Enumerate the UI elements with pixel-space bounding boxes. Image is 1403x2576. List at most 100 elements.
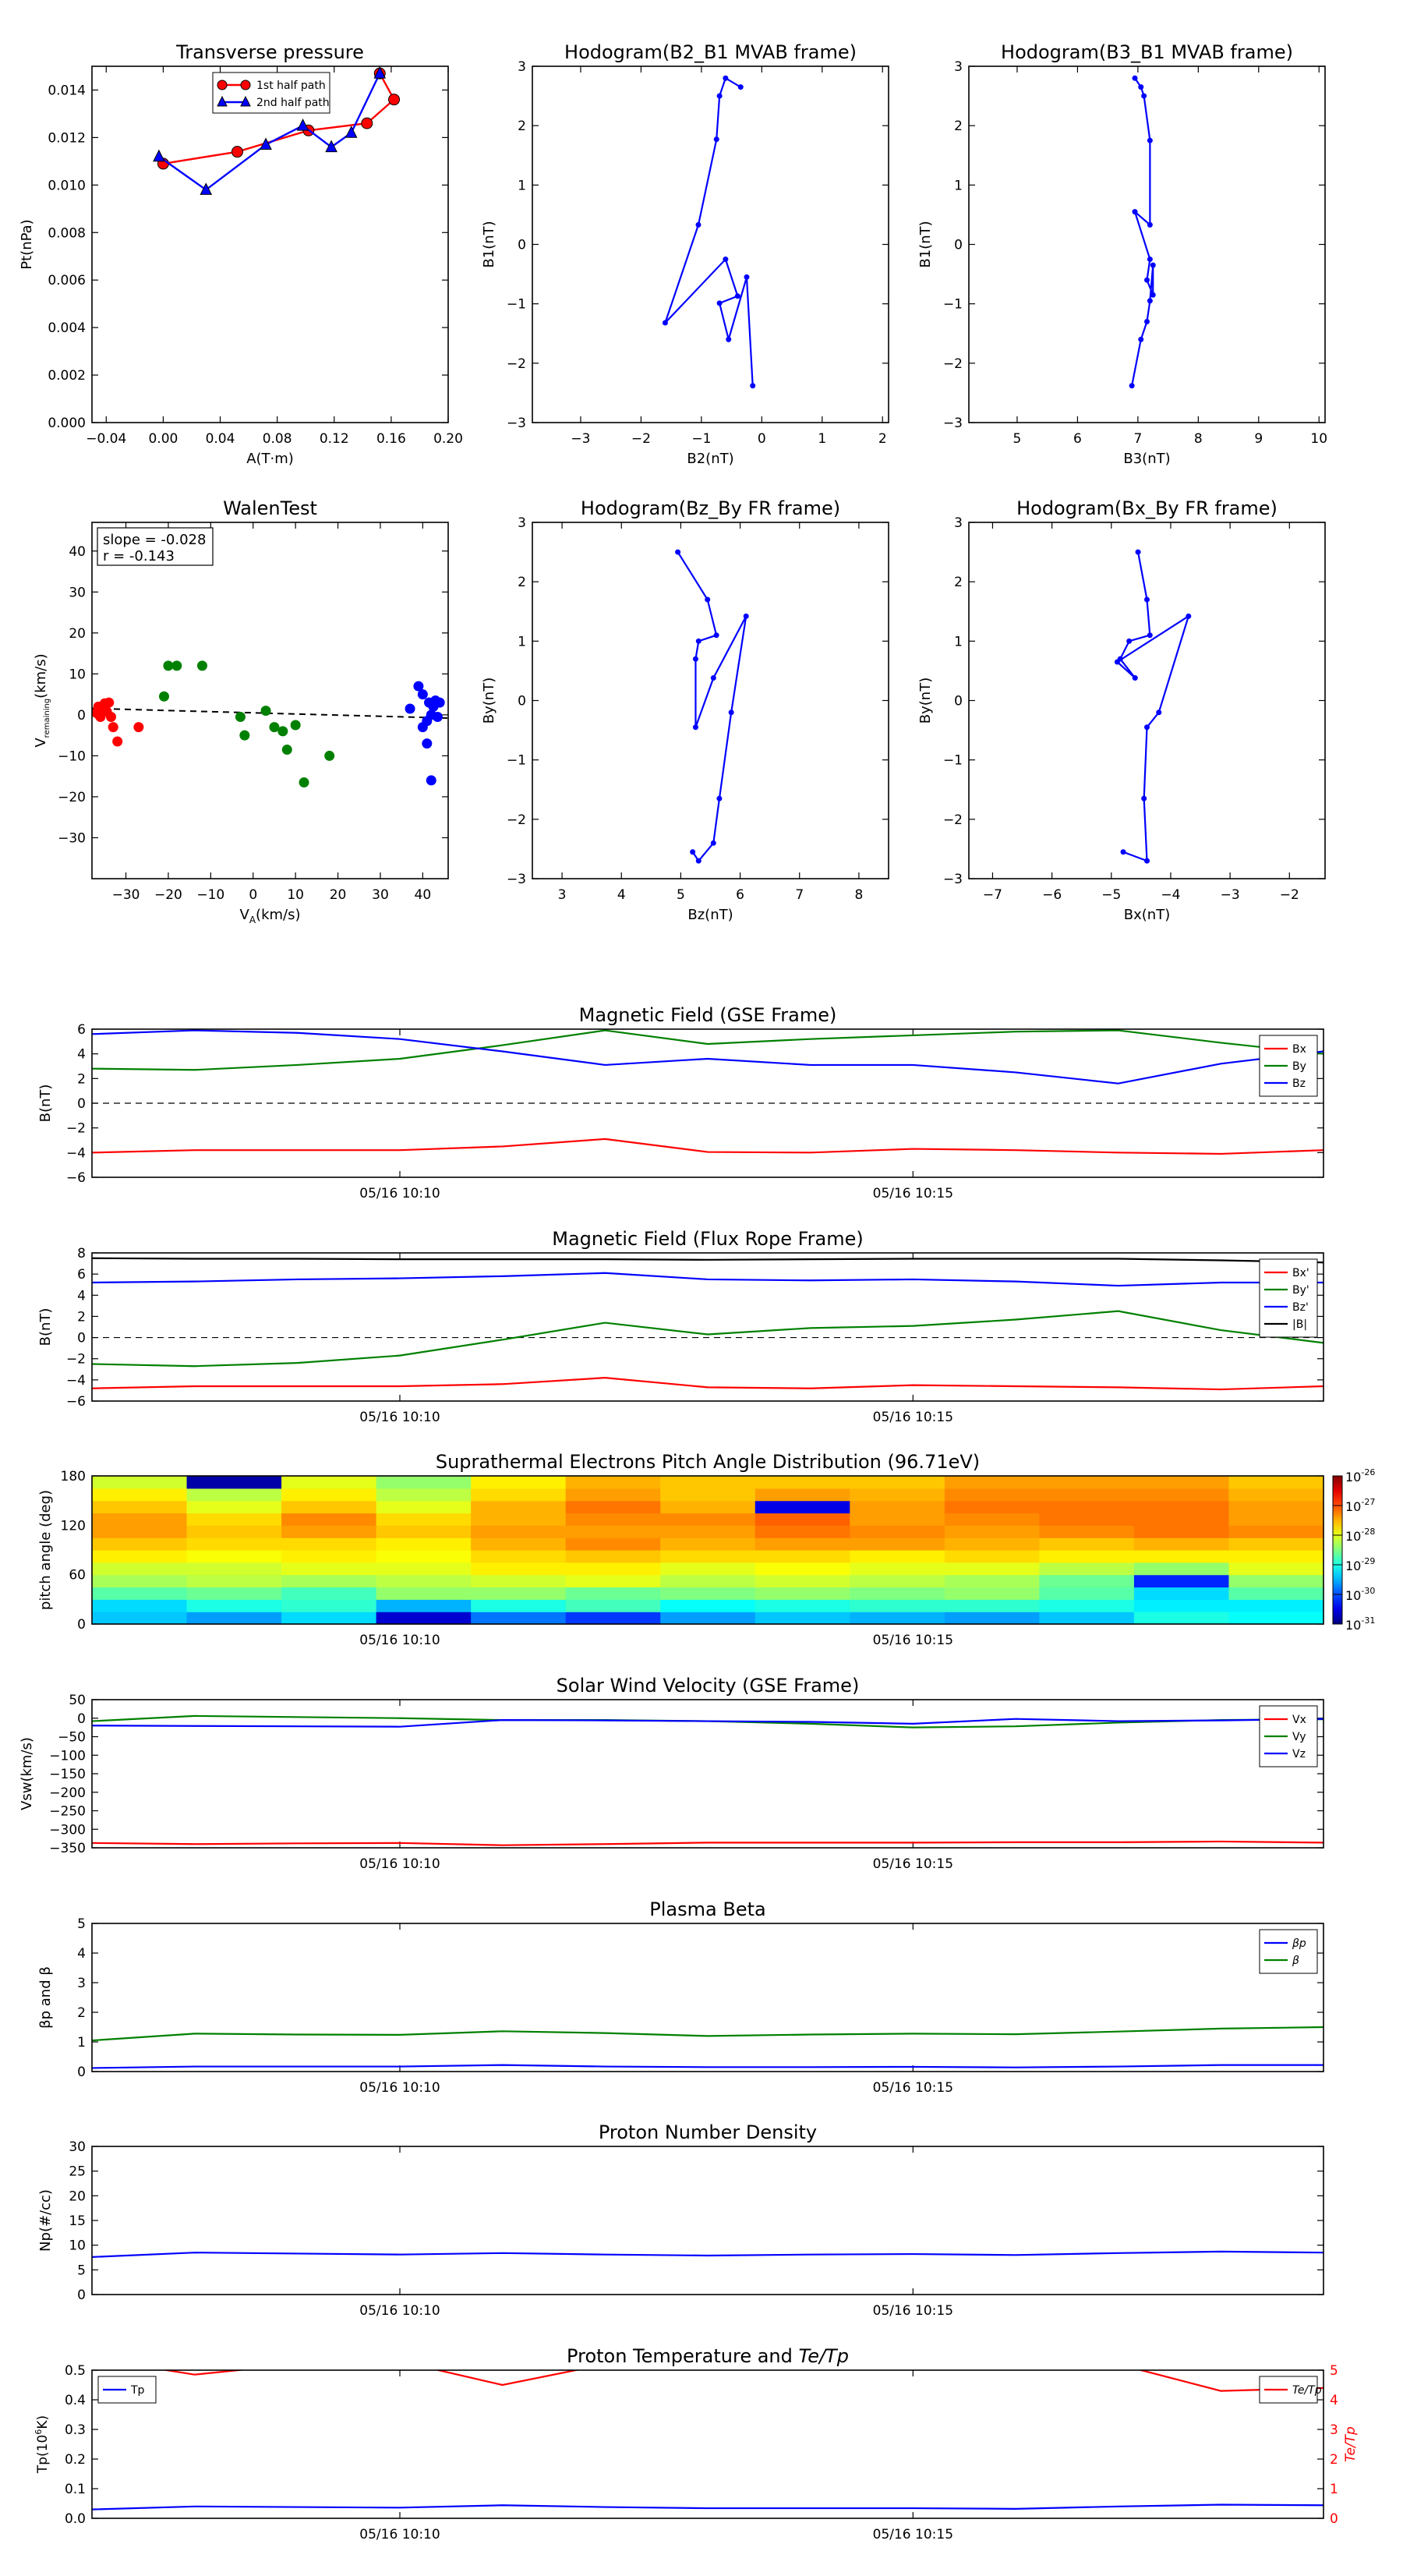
axes-frame <box>91 2369 1324 2519</box>
x-tick-label: 05/16 10:15 <box>873 1186 953 1201</box>
chart-title: Proton Number Density <box>599 2121 817 2143</box>
x-tick-label: 5 <box>677 887 685 903</box>
heatmap-cell <box>660 1525 756 1538</box>
data-point <box>1120 849 1126 855</box>
legend-label: |B| <box>1292 1318 1307 1331</box>
data-point <box>723 75 729 81</box>
y-axis-label: pitch angle (deg) <box>37 1490 54 1610</box>
data-point <box>153 149 165 162</box>
colorbar-base: 10 <box>1345 1499 1361 1514</box>
heatmap-cell <box>1039 1525 1135 1538</box>
data-point <box>1144 277 1150 283</box>
data-point <box>108 722 118 733</box>
heatmap-cell <box>281 1550 377 1563</box>
y-axis-label: Np(#/cc) <box>37 2189 54 2252</box>
heatmap-cell <box>281 1488 377 1502</box>
y-tick-label: 0 <box>77 2288 86 2303</box>
heatmap-cell <box>92 1574 188 1588</box>
data-point <box>692 724 698 731</box>
heatmap-cell <box>1039 1488 1135 1502</box>
series-line <box>92 1310 1323 1368</box>
y-tick-label: 3 <box>518 59 526 75</box>
data-point <box>744 274 750 280</box>
data-point <box>269 722 280 733</box>
series-line <box>92 1840 1323 1846</box>
heatmap-cell <box>1228 1574 1324 1588</box>
heatmap-cell <box>944 1537 1040 1551</box>
heatmap-cell <box>471 1599 567 1612</box>
x-tick-label: 05/16 10:10 <box>359 1410 440 1425</box>
heatmap-cell <box>660 1612 756 1625</box>
data-point <box>277 726 288 737</box>
y-tick-label: 6 <box>77 1267 86 1283</box>
y-tick-label: 20 <box>69 626 86 642</box>
x-axis-label-unit: (km/s) <box>256 907 300 923</box>
y-tick-label: 8 <box>77 1246 86 1261</box>
x-tick-label: −0.04 <box>86 431 126 447</box>
heatmap-cell <box>850 1537 945 1551</box>
heatmap-cell <box>1228 1513 1324 1526</box>
heatmap-cell <box>471 1574 567 1588</box>
heatmap-cell <box>1039 1599 1135 1612</box>
data-point <box>713 632 719 639</box>
heatmap-cell <box>471 1550 567 1563</box>
x-tick-label: −5 <box>1101 887 1121 903</box>
heatmap-cell <box>1133 1537 1230 1551</box>
y-tick-label: −150 <box>49 1767 86 1782</box>
heatmap-cell <box>1228 1599 1324 1612</box>
heatmap-cell <box>850 1488 945 1502</box>
legend-label: 2nd half path <box>256 97 330 109</box>
legend-label: Bx <box>1292 1043 1306 1056</box>
heatmap-cell <box>376 1587 472 1600</box>
x-tick-label: 05/16 10:15 <box>873 2080 953 2096</box>
y-tick-label: −100 <box>49 1748 86 1764</box>
y-tick-label: −350 <box>49 1841 86 1856</box>
legend-marker <box>240 80 251 90</box>
heatmap-cell <box>186 1500 282 1514</box>
colorbar-base: 10 <box>1345 1588 1361 1603</box>
chart-title: Transverse pressure <box>175 41 364 63</box>
y-tick-label: 0.008 <box>48 225 86 241</box>
y2-tick-label: 4 <box>1330 2393 1338 2408</box>
heatmap-cell <box>186 1476 282 1489</box>
data-point <box>426 775 436 786</box>
heatmap-cell <box>660 1599 756 1612</box>
y-axis-label: By(nT) <box>917 678 934 724</box>
heatmap-cell <box>755 1537 850 1551</box>
y-axis-label: By(nT) <box>481 678 497 724</box>
x-tick-label: 05/16 10:15 <box>873 2303 953 2319</box>
x-tick-label: −20 <box>154 887 182 903</box>
chart-walen-test: WalenTest −30 −20 −10 0 10 20 30 40 −30 −20 −10 0 10 2… <box>33 497 449 925</box>
axes-frame <box>91 65 449 423</box>
y-tick-label: −250 <box>49 1804 86 1820</box>
series-line <box>677 551 747 862</box>
y-tick-label: 30 <box>69 2139 86 2155</box>
data-point <box>105 712 116 723</box>
data-point <box>158 691 169 702</box>
heatmap-cell <box>565 1537 661 1551</box>
y-tick-label: 0 <box>954 694 963 709</box>
data-point <box>1147 137 1153 143</box>
heatmap-cell <box>281 1587 377 1600</box>
heatmap-cell <box>755 1513 850 1526</box>
y-tick-label: 0 <box>77 1617 86 1633</box>
colorbar-base: 10 <box>1345 1559 1361 1573</box>
chart-transverse-pressure: Transverse pressure −0.04 0.00 0.04 0.08 0.12… <box>19 41 463 467</box>
data-point <box>239 730 250 741</box>
x-tick-label: 1 <box>818 431 826 447</box>
axes-frame <box>532 65 889 423</box>
legend-marker <box>217 95 228 107</box>
data-point <box>723 257 729 263</box>
legend-label: Vy <box>1292 1731 1306 1743</box>
y-axis-label: Vsw(km/s) <box>19 1737 35 1810</box>
heatmap-cell <box>944 1525 1040 1538</box>
data-point <box>417 689 428 700</box>
data-point <box>1186 613 1192 619</box>
x-tick-label: 10 <box>287 887 304 903</box>
colorbar-exponent: -26 <box>1361 1467 1375 1477</box>
x-tick-label: 0.08 <box>263 431 292 447</box>
y-tick-label: −2 <box>943 812 963 828</box>
r-annotation: r = -0.143 <box>103 548 175 564</box>
y2-tick-label: 5 <box>1330 2363 1338 2379</box>
